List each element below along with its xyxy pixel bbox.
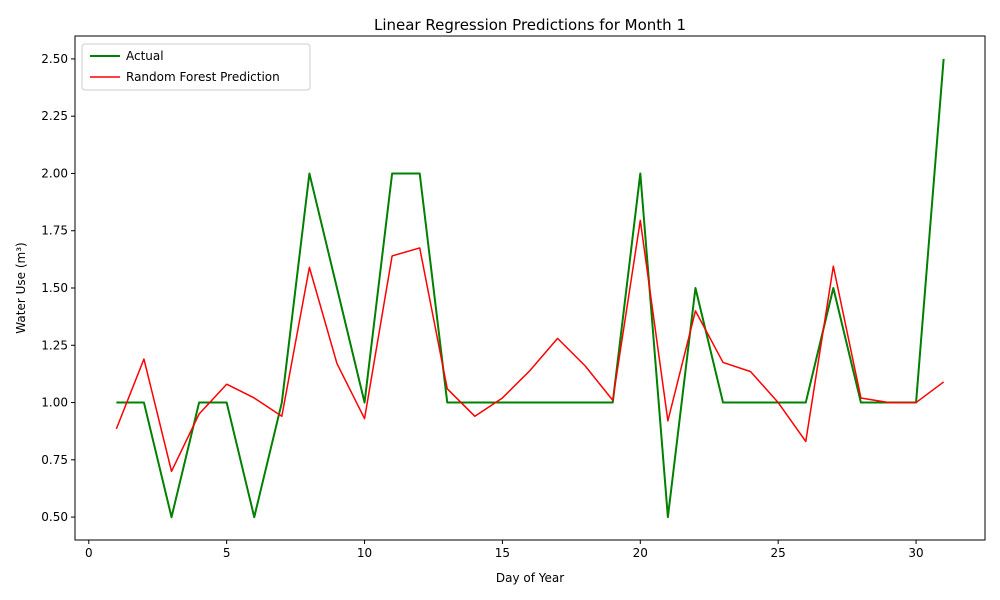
- series-line-actual: [116, 58, 945, 519]
- y-tick-label: 0.75: [41, 453, 68, 467]
- y-tick-label: 1.50: [41, 281, 68, 295]
- x-tick-label: 30: [908, 546, 923, 560]
- x-tick-label: 5: [223, 546, 231, 560]
- y-tick-label: 1.75: [41, 224, 68, 238]
- legend: Actual Random Forest Prediction: [81, 43, 311, 91]
- y-tick-label: 0.50: [41, 510, 68, 524]
- y-axis-label: Water Use (m³): [14, 242, 28, 333]
- y-tick-label: 2.50: [41, 52, 68, 66]
- y-tick-label: 2.25: [41, 109, 68, 123]
- x-axis-label: Day of Year: [496, 571, 564, 585]
- legend-label-random-forest: Random Forest Prediction: [126, 70, 280, 84]
- x-axis-ticks: 0 5 10 15 20 25 30: [85, 540, 924, 560]
- x-tick-label: 25: [771, 546, 786, 560]
- series-layer: [115, 58, 945, 519]
- chart-title: Linear Regression Predictions for Month …: [374, 16, 686, 34]
- x-tick-label: 20: [633, 546, 648, 560]
- y-tick-label: 1.25: [41, 338, 68, 352]
- x-tick-label: 0: [85, 546, 93, 560]
- series-line-random-forest-prediction: [115, 219, 945, 473]
- y-tick-label: 2.00: [41, 166, 68, 180]
- y-axis-ticks: 0.50 0.75 1.00 1.25 1.50 1.75 2.00 2.25 2.50: [41, 52, 75, 524]
- y-tick-label: 1.00: [41, 396, 68, 410]
- x-tick-label: 15: [495, 546, 510, 560]
- legend-label-actual: Actual: [126, 49, 164, 63]
- legend-box: [81, 43, 311, 91]
- x-tick-label: 10: [357, 546, 372, 560]
- plot-area: [75, 36, 985, 540]
